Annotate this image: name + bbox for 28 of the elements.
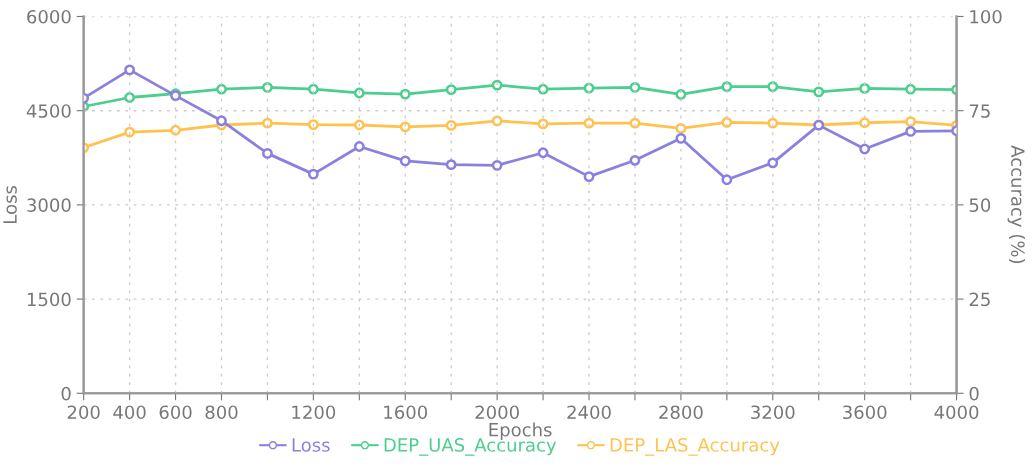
y2-tick-label: 50 [969, 198, 991, 212]
x-tick-label: 3600 [843, 405, 887, 420]
y2-tick-label: 100 [970, 9, 1002, 24]
y2-tick-label: 0 [969, 386, 979, 401]
y2-axis-title: Accuracy (%) [1007, 145, 1026, 264]
x-tick-label: 800 [205, 405, 238, 420]
x-tick-label: 600 [159, 405, 192, 420]
y-tick-label: 0 [61, 386, 71, 401]
y-tick-label: 1500 [27, 292, 71, 307]
y-tick-label: 6000 [27, 9, 71, 24]
x-tick-label: 1200 [292, 405, 336, 420]
x-tick-label: 1600 [384, 405, 428, 420]
y2-tick-label: 75 [969, 104, 990, 118]
legend-label: DEP_UAS_Accuracy [384, 438, 557, 456]
legend-label: DEP_LAS_Accuracy [610, 438, 780, 456]
y2-tick-label: 25 [969, 292, 990, 307]
x-axis-title: Epochs [489, 422, 552, 441]
x-tick-label: 3200 [751, 405, 795, 420]
x-tick-label: 2800 [659, 405, 703, 420]
x-tick-label: 2000 [475, 405, 519, 420]
x-tick-label: 4000 [934, 405, 979, 420]
y-tick-label: 3000 [27, 198, 71, 212]
x-tick-label: 400 [113, 405, 146, 420]
legend-label: Loss [292, 438, 330, 452]
y-axis-title: Loss [3, 185, 17, 223]
x-tick-label: 2400 [567, 405, 611, 420]
x-tick-label: 200 [67, 405, 100, 420]
y-tick-label: 4500 [26, 104, 71, 118]
